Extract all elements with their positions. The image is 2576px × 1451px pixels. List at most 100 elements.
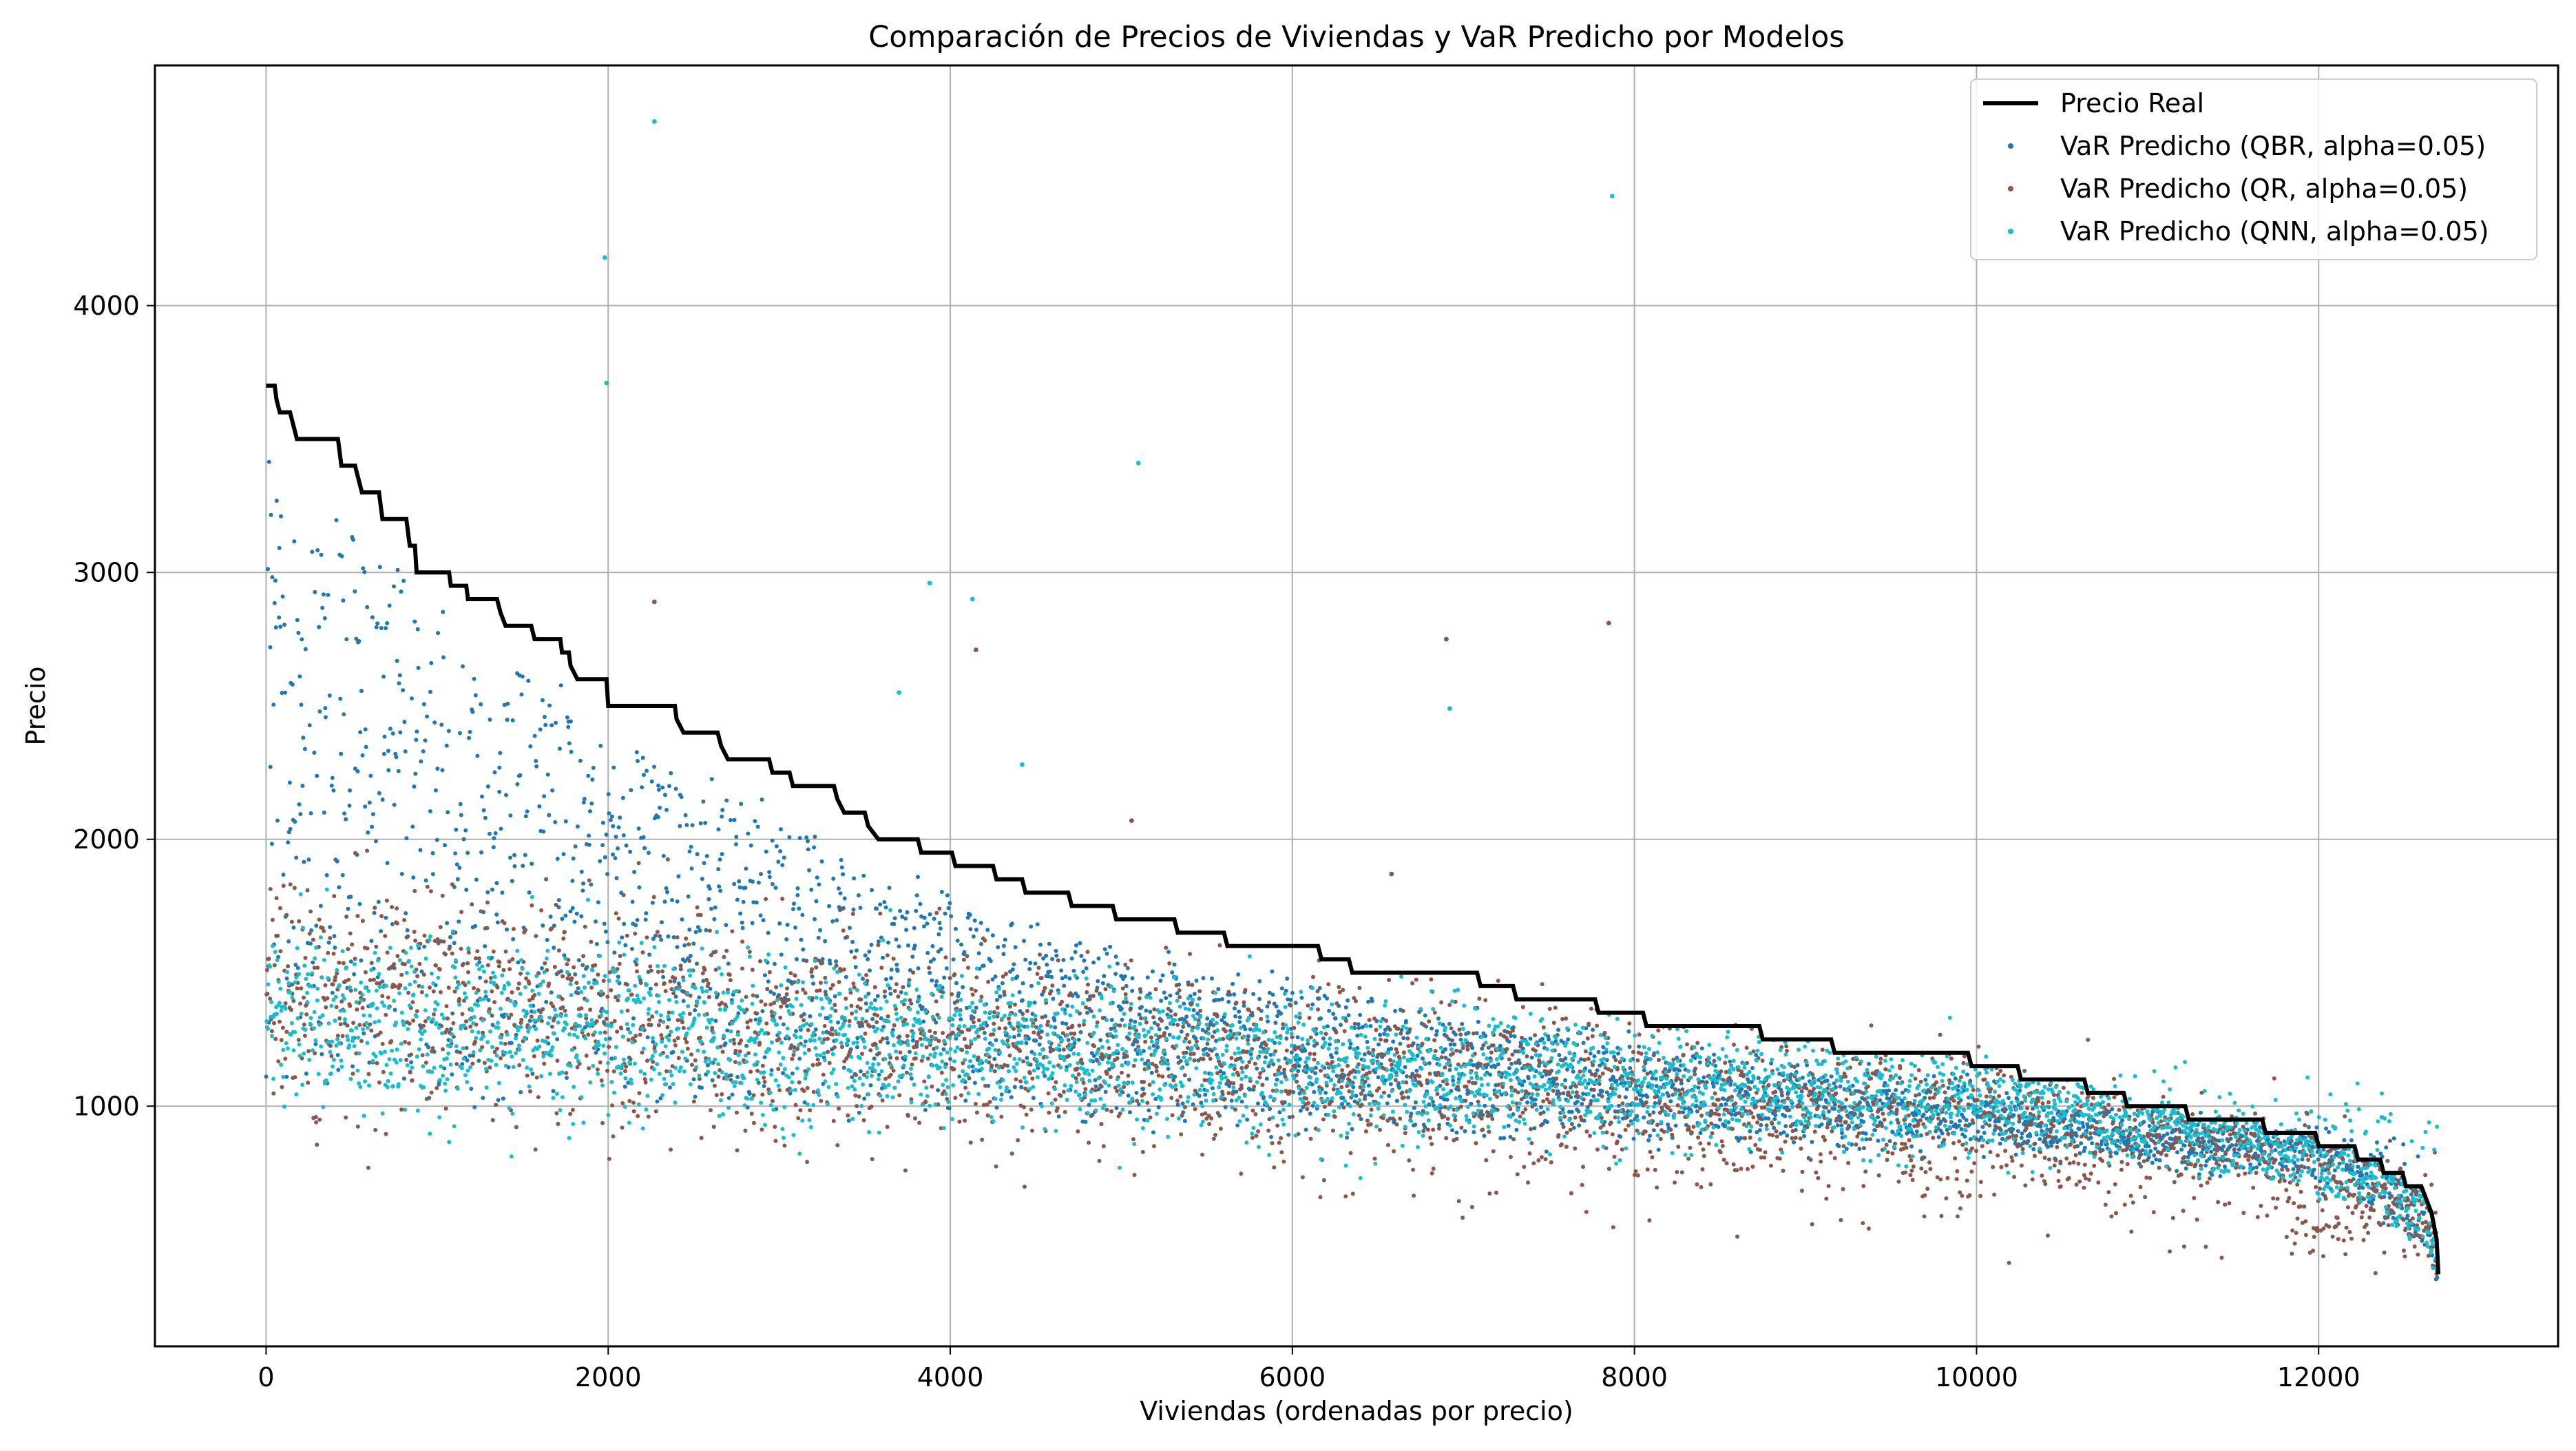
scatter-point-qbr [579, 915, 583, 919]
scatter-point-qbr [2011, 1127, 2015, 1131]
scatter-point-qbr [392, 585, 396, 589]
scatter-point-qbr [1024, 1041, 1028, 1045]
scatter-point-qr [870, 1157, 875, 1161]
scatter-point-qbr [450, 1072, 454, 1076]
scatter-point-qbr [963, 950, 967, 954]
scatter-point-qr [547, 981, 551, 985]
scatter-point-qr [1155, 1069, 1159, 1073]
scatter-point-qbr [416, 627, 420, 631]
scatter-point-qr [1030, 1129, 1034, 1133]
scatter-point-qbr [614, 835, 618, 839]
scatter-point-qr [1466, 1047, 1470, 1052]
scatter-point-qr [1247, 1008, 1251, 1012]
scatter-point-qr [556, 1122, 560, 1126]
scatter-point-qr [1369, 1123, 1373, 1127]
scatter-point-qr [893, 989, 897, 993]
scatter-point-qbr [1268, 1107, 1272, 1111]
scatter-point-qbr [899, 990, 903, 994]
scatter-point-qbr [601, 821, 605, 825]
scatter-point-qbr [701, 800, 705, 804]
scatter-point-qbr [1310, 1003, 1315, 1007]
scatter-point-qr [331, 983, 335, 987]
scatter-point-qbr [2356, 1165, 2360, 1169]
scatter-point-qr [1047, 1111, 1051, 1115]
scatter-point-qr [1256, 1129, 1260, 1134]
scatter-point-qbr [656, 784, 660, 788]
scatter-point-qbr [1718, 1118, 1722, 1122]
scatter-point-qr [1316, 1008, 1320, 1012]
scatter-point-qbr [541, 830, 545, 834]
scatter-point-qr [1431, 1128, 1435, 1132]
scatter-point-qr [375, 1061, 379, 1065]
scatter-point-qbr [1954, 1076, 1958, 1081]
scatter-point-qbr [565, 1076, 569, 1080]
scatter-point-qbr [450, 1012, 454, 1016]
scatter-point-qr [818, 988, 822, 992]
scatter-point-qbr [317, 709, 322, 713]
scatter-point-qbr [445, 744, 449, 748]
scatter-point-qr [1237, 1073, 1241, 1077]
scatter-point-qr [1428, 1136, 1432, 1140]
scatter-point-qr [1231, 1092, 1235, 1096]
scatter-point-qr [510, 990, 514, 994]
scatter-point-qbr [925, 921, 929, 926]
scatter-point-qbr [1180, 1030, 1184, 1034]
scatter-point-qr [1037, 965, 1041, 970]
scatter-point-qr [485, 901, 490, 905]
scatter-point-qr [1227, 990, 1231, 994]
scatter-point-qbr [615, 876, 619, 880]
scatter-point-qr [1246, 1038, 1250, 1042]
scatter-point-qbr [374, 839, 378, 843]
scatter-point-qbr [270, 575, 274, 579]
scatter-point-qr [483, 1061, 487, 1065]
scatter-point-qr [777, 1037, 781, 1041]
scatter-point-qbr [1151, 970, 1155, 974]
scatter-point-qbr [2392, 1136, 2396, 1140]
scatter-point-qbr [1120, 1007, 1124, 1011]
scatter-point-qbr [465, 851, 470, 855]
scatter-point-qbr [397, 769, 401, 773]
scatter-point-qr [1188, 952, 1192, 956]
scatter-point-qbr [1120, 1018, 1124, 1022]
scatter-point-qbr [1157, 1105, 1161, 1109]
scatter-point-qr [587, 1066, 591, 1070]
scatter-point-qr [785, 992, 789, 996]
scatter-point-qbr [1103, 947, 1107, 951]
scatter-point-qbr [496, 1098, 501, 1102]
scatter-point-qbr [1237, 1010, 1241, 1014]
scatter-point-qr [412, 930, 417, 934]
scatter-point-qr [328, 1044, 333, 1048]
scatter-point-qbr [1193, 992, 1197, 996]
scatter-point-qbr [267, 460, 271, 464]
scatter-point-qbr [331, 789, 335, 793]
scatter-point-qbr [2175, 1150, 2179, 1154]
scatter-point-qbr [1074, 950, 1078, 954]
scatter-point-qr [1010, 1151, 1014, 1156]
scatter-point-qbr [1389, 1082, 1393, 1086]
scatter-point-qbr [581, 881, 585, 886]
scatter-point-qr [451, 1021, 455, 1025]
scatter-point-qbr [959, 943, 963, 947]
scatter-point-qbr [363, 804, 367, 808]
scatter-point-qbr [549, 915, 553, 919]
scatter-point-qr [612, 1069, 616, 1074]
scatter-point-qbr [916, 875, 920, 879]
scatter-point-qbr [1721, 1097, 1726, 1101]
scatter-point-qr [587, 879, 591, 883]
scatter-point-qbr [921, 1019, 925, 1023]
scatter-point-qbr [781, 1071, 785, 1075]
scatter-point-qr [1453, 1118, 1457, 1122]
scatter-point-qbr [504, 793, 508, 797]
scatter-point-qr [534, 934, 538, 938]
scatter-point-qr [764, 897, 768, 901]
scatter-point-qr [1461, 1046, 1465, 1050]
scatter-point-qr [828, 987, 833, 991]
scatter-point-qr [499, 1056, 503, 1061]
scatter-point-qr [1023, 1184, 1027, 1189]
scatter-point-qbr [1556, 1028, 1560, 1032]
scatter-point-qr [892, 1069, 896, 1073]
scatter-point-qbr [386, 769, 390, 773]
scatter-point-qbr [835, 918, 839, 922]
scatter-point-qbr [545, 938, 549, 942]
scatter-point-qr [1478, 1062, 1483, 1066]
